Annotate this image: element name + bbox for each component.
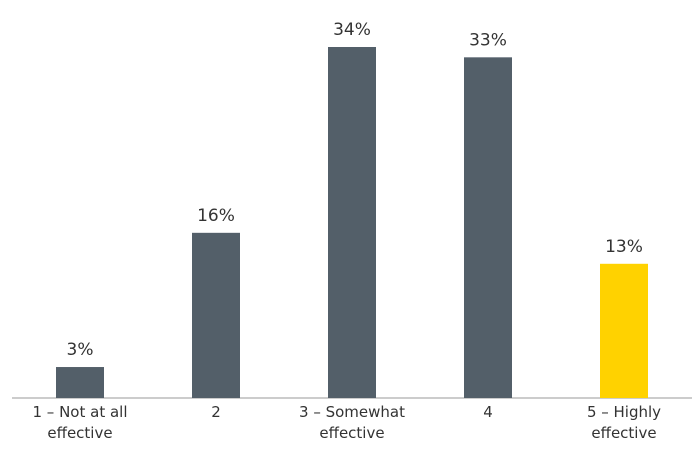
x-tick-label: 1 – Not at all effective xyxy=(32,403,128,442)
bar xyxy=(56,367,104,398)
x-tick-label: 2 xyxy=(211,403,221,421)
value-label: 33% xyxy=(469,30,507,50)
x-tick-label: 4 xyxy=(483,403,493,421)
bar xyxy=(328,47,376,398)
bar xyxy=(464,57,512,399)
value-label: 13% xyxy=(605,237,643,257)
bar xyxy=(192,232,240,398)
value-label: 34% xyxy=(333,20,371,40)
x-tick-label: 3 – Somewhat effective xyxy=(299,403,405,442)
value-label: 16% xyxy=(197,206,235,226)
value-label: 3% xyxy=(67,340,94,360)
bar xyxy=(600,263,648,398)
x-tick-label: 5 – Highly effective xyxy=(586,403,662,442)
